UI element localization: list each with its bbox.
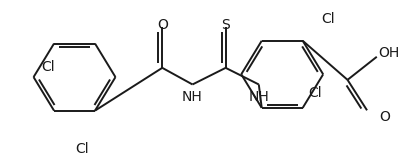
Text: Cl: Cl xyxy=(76,142,89,156)
Text: O: O xyxy=(157,18,168,32)
Text: S: S xyxy=(221,18,230,32)
Text: O: O xyxy=(380,110,391,124)
Text: Cl: Cl xyxy=(309,86,322,100)
Text: OH: OH xyxy=(378,46,399,60)
Text: NH: NH xyxy=(248,90,269,104)
Text: NH: NH xyxy=(182,90,203,104)
Text: Cl: Cl xyxy=(321,12,335,27)
Text: Cl: Cl xyxy=(41,60,55,74)
